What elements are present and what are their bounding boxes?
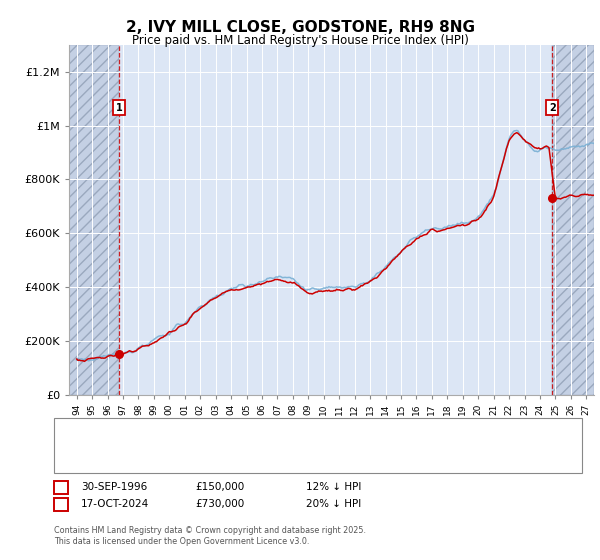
Text: 30-SEP-1996: 30-SEP-1996 bbox=[81, 482, 147, 492]
Text: ———: ——— bbox=[66, 427, 100, 437]
Text: £150,000: £150,000 bbox=[195, 482, 244, 492]
Text: 2, IVY MILL CLOSE, GODSTONE, RH9 8NG: 2, IVY MILL CLOSE, GODSTONE, RH9 8NG bbox=[125, 20, 475, 35]
Text: 20% ↓ HPI: 20% ↓ HPI bbox=[306, 499, 361, 509]
Text: £730,000: £730,000 bbox=[195, 499, 244, 509]
Text: Price paid vs. HM Land Registry's House Price Index (HPI): Price paid vs. HM Land Registry's House … bbox=[131, 34, 469, 46]
Text: 1: 1 bbox=[58, 482, 65, 492]
Text: 1: 1 bbox=[116, 103, 122, 113]
Text: Contains HM Land Registry data © Crown copyright and database right 2025.
This d: Contains HM Land Registry data © Crown c… bbox=[54, 526, 366, 546]
Text: HPI: Average price, detached house, Tandridge: HPI: Average price, detached house, Tand… bbox=[99, 439, 328, 449]
Text: 2: 2 bbox=[58, 499, 65, 509]
Bar bbox=[69, 45, 119, 395]
Text: 17-OCT-2024: 17-OCT-2024 bbox=[81, 499, 149, 509]
Bar bbox=[552, 45, 594, 395]
Text: 12% ↓ HPI: 12% ↓ HPI bbox=[306, 482, 361, 492]
Text: 2, IVY MILL CLOSE, GODSTONE, RH9 8NG (detached house): 2, IVY MILL CLOSE, GODSTONE, RH9 8NG (de… bbox=[99, 427, 389, 437]
Text: 2: 2 bbox=[549, 103, 556, 113]
Text: ———: ——— bbox=[66, 439, 100, 449]
